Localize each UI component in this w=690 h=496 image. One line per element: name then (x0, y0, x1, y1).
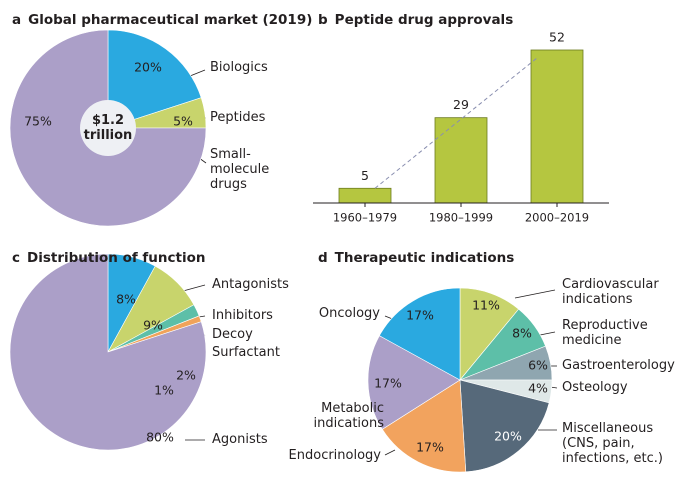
panel-heading: c Distribution of function (12, 250, 205, 266)
value-label: 17% (374, 376, 402, 391)
center-label: $1.2 trillion (83, 113, 133, 143)
bar (434, 117, 488, 204)
value-label: 20% (494, 429, 522, 444)
category-label: Reproductive medicine (562, 318, 648, 348)
pie-slice (459, 379, 550, 473)
value-label: 20% (134, 60, 162, 75)
value-label: 11% (472, 298, 500, 313)
category-label: Decoy (212, 327, 253, 342)
category-label: Small- molecule drugs (210, 147, 270, 192)
leader-line (539, 331, 556, 336)
x-tick-label: 2000–2019 (525, 211, 589, 225)
leader-line (514, 289, 556, 299)
value-label: 6% (528, 358, 548, 373)
chart-title: Global pharmaceutical market (2019) (28, 12, 313, 28)
panel-heading: b Peptide drug approvals (318, 12, 513, 28)
value-label: 8% (512, 326, 532, 341)
x-tick-label: 1980–1999 (429, 211, 493, 225)
category-label: Surfactant (212, 345, 280, 360)
center-hole (80, 100, 136, 156)
pie-slice (107, 29, 202, 129)
pie-slice (9, 253, 207, 451)
category-label: Peptides (210, 110, 266, 125)
category-label: Gastroenterology (562, 358, 675, 373)
category-label: Inhibitors (212, 308, 273, 323)
value-label: 9% (143, 318, 163, 333)
category-label: Agonists (212, 432, 268, 447)
chart-title: Therapeutic indications (334, 250, 515, 266)
value-label: 75% (24, 114, 52, 129)
category-label: Oncology (318, 306, 380, 321)
category-label: Biologics (210, 60, 268, 75)
pie-slice (381, 379, 467, 473)
category-label: Cardiovascular indications (562, 277, 659, 307)
category-label: Metabolic indications (313, 401, 384, 431)
bar (530, 49, 584, 204)
value-label: 80% (146, 430, 174, 445)
panel-letter: c (12, 250, 21, 266)
value-label: 8% (116, 292, 136, 307)
value-label: 29 (453, 97, 469, 112)
panel-letter: d (318, 250, 328, 266)
panel-letter: a (12, 12, 22, 28)
panel-letter: b (318, 12, 328, 28)
value-label: 1% (154, 383, 174, 398)
value-label: 52 (549, 30, 565, 45)
value-label: 5% (173, 114, 193, 129)
pie-slice (9, 29, 207, 227)
leader-line (384, 449, 396, 456)
x-tick-label: 1960–1979 (333, 211, 397, 225)
value-label: 17% (416, 440, 444, 455)
bar (338, 187, 392, 204)
panel-heading: a Global pharmaceutical market (2019) (12, 12, 312, 28)
category-label: Antagonists (212, 277, 289, 292)
category-label: Endocrinology (288, 448, 381, 463)
chart-title: Peptide drug approvals (334, 12, 514, 28)
value-label: 17% (406, 308, 434, 323)
chart-title: Distribution of function (27, 250, 206, 266)
value-label: 4% (528, 381, 548, 396)
pie-slice (367, 335, 461, 430)
value-label: 5 (361, 168, 369, 183)
panel-heading: d Therapeutic indications (318, 250, 514, 266)
pie-slice (378, 287, 461, 381)
category-label: Osteology (562, 380, 628, 395)
category-label: Miscellaneous (CNS, pain, infections, et… (562, 421, 663, 466)
value-label: 2% (176, 368, 196, 383)
